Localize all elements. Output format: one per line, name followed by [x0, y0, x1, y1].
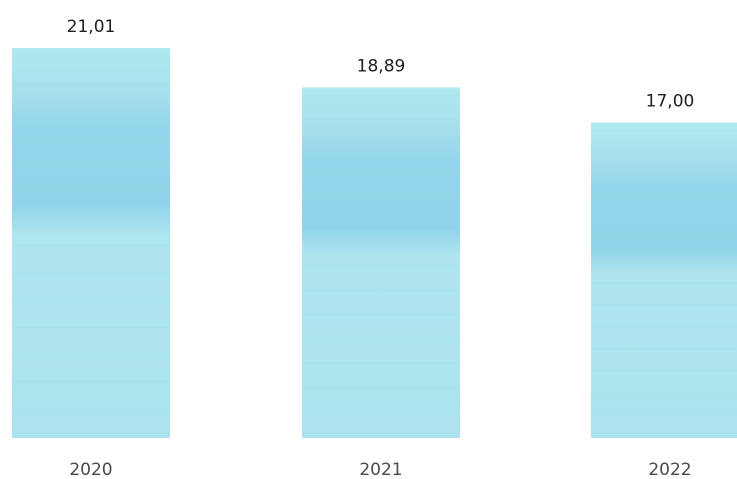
x-tick-label-2021: 2021 — [359, 460, 402, 479]
bars-layer — [12, 48, 737, 439]
bar-2021 — [302, 87, 460, 438]
labels-layer: 21,01 2020 18,89 2021 17,00 2022 — [67, 17, 695, 479]
x-tick-label-2022: 2022 — [648, 460, 691, 479]
x-tick-label-2020: 2020 — [69, 460, 112, 479]
data-label-2020: 21,01 — [67, 17, 116, 37]
data-label-2021: 18,89 — [357, 56, 406, 76]
bar-2020 — [12, 48, 170, 438]
bar-2022 — [591, 122, 737, 439]
data-label-2022: 17,00 — [646, 91, 695, 111]
